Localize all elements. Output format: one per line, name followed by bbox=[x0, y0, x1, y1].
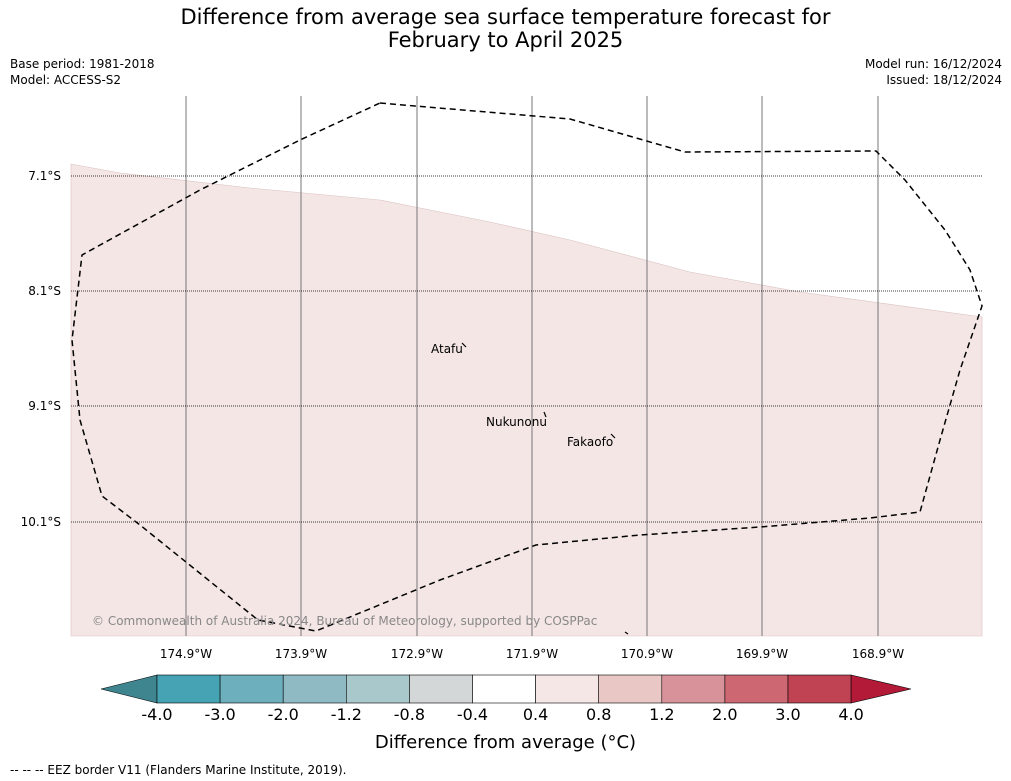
colorbar-tick-label: 0.4 bbox=[522, 705, 549, 724]
colorbar-segment bbox=[724, 674, 789, 704]
colorbar-label: Difference from average (°C) bbox=[374, 732, 637, 753]
colorbar-tick-label: -3.0 bbox=[204, 705, 236, 724]
latitude-label: 9.1°S bbox=[28, 399, 61, 413]
colorbar-tick-label: -0.4 bbox=[456, 705, 489, 724]
eez-border bbox=[71, 102, 983, 632]
colorbar-segment bbox=[156, 674, 221, 704]
island-label-fakaofo: Fakaofo bbox=[567, 435, 614, 449]
colorbar-tick-label: 0.8 bbox=[585, 705, 612, 724]
title-line-1: Difference from average sea surface temp… bbox=[180, 5, 831, 29]
longitude-label: 172.9°W bbox=[390, 647, 444, 661]
sst-anomaly-region bbox=[70, 163, 983, 637]
colorbar-over-arrow bbox=[850, 674, 912, 704]
longitude-label: 173.9°W bbox=[274, 647, 328, 661]
latitude-label: 7.1°S bbox=[28, 169, 61, 183]
colorbar-tick-label: 4.0 bbox=[838, 705, 864, 724]
longitude-label: 169.9°W bbox=[735, 647, 789, 661]
colorbar-segment bbox=[661, 674, 726, 704]
colorbar-under-arrow bbox=[100, 674, 158, 704]
model-info: Base period: 1981-2018 Model: ACCESS-S2 bbox=[10, 56, 155, 88]
eez-legend: -- -- -- EEZ border V11 (Flanders Marine… bbox=[10, 763, 347, 777]
base-period: Base period: 1981-2018 bbox=[10, 57, 155, 71]
island-label-atafu: Atafu bbox=[431, 342, 463, 356]
colorbar-segment bbox=[472, 674, 536, 704]
chart-title: Difference from average sea surface temp… bbox=[0, 6, 1011, 52]
model-name: Model: ACCESS-S2 bbox=[10, 73, 122, 87]
latitude-label: 10.1°S bbox=[20, 515, 61, 529]
colorbar-segment bbox=[345, 674, 410, 704]
colorbar-segment bbox=[219, 674, 284, 704]
small-islet bbox=[624, 631, 629, 635]
colorbar-tick-label: -0.8 bbox=[393, 705, 425, 724]
colorbar-segment bbox=[409, 674, 473, 704]
atafu-outline bbox=[461, 342, 467, 348]
colorbar-segment bbox=[787, 674, 852, 704]
model-run: Model run: 16/12/2024 bbox=[864, 57, 1002, 71]
colorbar-tick-label: -4.0 bbox=[141, 705, 173, 724]
title-line-2: February to April 2025 bbox=[387, 28, 624, 52]
longitude-label: 171.9°W bbox=[505, 647, 559, 661]
island-label-nukunonu: Nukunonu bbox=[486, 415, 547, 429]
copyright-credit: © Commonwealth of Australia 2024, Bureau… bbox=[92, 614, 598, 628]
colorbar-tick-label: 2.0 bbox=[712, 705, 738, 724]
colorbar-segment bbox=[598, 674, 663, 704]
nukunonu-outline bbox=[543, 411, 547, 418]
colorbar-tick-label: 3.0 bbox=[775, 705, 801, 724]
issued-date: Issued: 18/12/2024 bbox=[886, 73, 1002, 87]
meridian-lines bbox=[185, 96, 879, 636]
colorbar-tick-label: -1.2 bbox=[330, 705, 362, 724]
longitude-label: 174.9°W bbox=[159, 647, 213, 661]
colorbar-segment bbox=[535, 674, 599, 704]
colorbar-segments bbox=[100, 674, 912, 704]
longitude-label: 170.9°W bbox=[620, 647, 674, 661]
fakaofo-outline bbox=[610, 433, 616, 439]
colorbar-segment bbox=[282, 674, 347, 704]
colorbar-tick-label: 1.2 bbox=[649, 705, 675, 724]
latitude-label: 8.1°S bbox=[28, 284, 61, 298]
colorbar-tick-label: -2.0 bbox=[267, 705, 299, 724]
longitude-label: 168.9°W bbox=[851, 647, 905, 661]
run-info: Model run: 16/12/2024 Issued: 18/12/2024 bbox=[865, 56, 1002, 88]
